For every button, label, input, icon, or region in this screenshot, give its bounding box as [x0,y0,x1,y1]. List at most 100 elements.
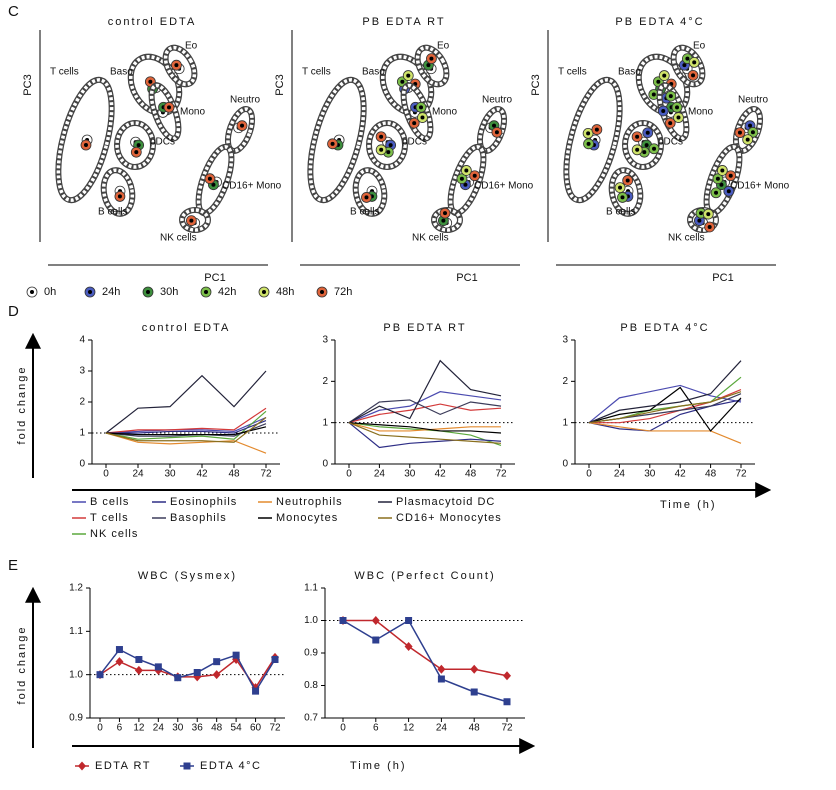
chart-title: WBC (Sysmex) [138,570,237,582]
y-tick-label: 2 [322,376,328,387]
data-point [437,664,446,674]
time-point-center [117,194,122,199]
cluster-contour [704,145,742,215]
legend-marker [183,762,191,770]
panel-label: E [8,557,18,574]
x-tick-label: 0 [97,723,103,734]
time-point-center [661,108,666,113]
time-point-center [618,185,623,190]
legend-label: Monocytes [276,512,338,524]
cell-label: Mono [688,107,713,118]
data-point [154,663,162,671]
time-point-center [714,190,719,195]
time-point-center [189,218,194,223]
time-point-center [676,115,681,120]
plot-title: PB EDTA RT [362,16,445,28]
time-point-center [492,123,497,128]
x-axis-label: PC1 [712,272,733,284]
y-tick-label: 4 [79,335,85,346]
panel-label: C [8,3,19,20]
time-point-center [586,131,591,136]
plot-title: PB EDTA 4°C [615,16,704,28]
cell-label: T cells [302,67,331,78]
series-line [105,407,267,434]
time-point-center [379,147,384,152]
series-line [105,416,267,434]
series-line [348,422,501,432]
y-tick-label: 1.0 [69,669,83,680]
series-line [348,422,502,444]
cell-label: Eo [693,41,706,52]
legend-label: Neutrophils [276,496,343,508]
series-line [105,426,267,436]
y-tick-label: 1.1 [69,626,83,637]
x-tick-label: 30 [172,723,184,734]
x-tick-label: 0 [340,723,346,734]
time-point-center [412,121,417,126]
cell-label: Eo [185,41,198,52]
cluster-contour [163,45,197,87]
data-point [252,687,260,695]
y-tick-label: 1.1 [304,583,318,594]
time-point-center [167,105,172,110]
cluster-contour [367,121,407,169]
cell-label: pDCs [402,137,427,148]
legend-label: B cells [90,496,129,508]
legend-label: Plasmacytoid DC [396,496,495,508]
time-point-center [388,143,393,148]
series-line [348,391,502,424]
cluster-contour [180,208,210,232]
chart-title: control EDTA [142,322,231,334]
time-point-center [726,189,731,194]
time-point-center [419,105,424,110]
legend-marker [78,761,86,771]
time-point-center [429,56,434,61]
y-tick-label: 3 [79,366,85,377]
x-tick-label: 24 [132,469,144,480]
cell-label: Neutro [482,95,512,106]
data-point [503,671,511,681]
x-tick-label: 54 [231,723,243,734]
cluster-contour [101,168,135,216]
series-line [348,359,502,424]
legend-label: Eosinophils [170,496,237,508]
data-point [404,642,413,651]
cell-label: Eo [437,41,450,52]
x-tick-label: 24 [153,723,165,734]
cell-label: T cells [50,67,79,78]
legend-marker-center [262,290,266,294]
x-tick-label: 0 [586,469,592,480]
data-point [271,656,279,663]
time-point-center [737,130,742,135]
time-point-center [379,134,384,139]
time-point-center [745,137,750,142]
series-line [588,386,742,432]
cluster-contour [432,208,462,232]
series-line [348,399,502,424]
x-tick-label: 48 [465,469,477,480]
cell-label: CD16+ Mono [474,181,534,192]
legend-label: Basophils [170,512,227,524]
chart-title: PB EDTA 4°C [620,322,709,334]
time-point-center [586,141,591,146]
y-tick-label: 1 [79,428,85,439]
cell-label: Neutro [230,95,260,106]
x-tick-label: 24 [436,723,448,734]
x-tick-label: 30 [644,469,656,480]
panel-label: D [8,303,19,320]
series-line [105,370,267,434]
y-tick-label: 1 [322,417,328,428]
time-point-center [635,134,640,139]
cell-label: Mono [432,107,457,118]
series-line [588,422,742,444]
legend-label: 0h [44,286,56,298]
time-point-center [697,218,702,223]
chart-title: PB EDTA RT [383,322,466,334]
series-line [106,420,267,434]
data-point [339,617,347,624]
time-point-center [464,168,469,173]
data-point [115,646,123,654]
cell-label: pDCs [658,137,683,148]
x-tick-label: 0 [103,469,109,480]
